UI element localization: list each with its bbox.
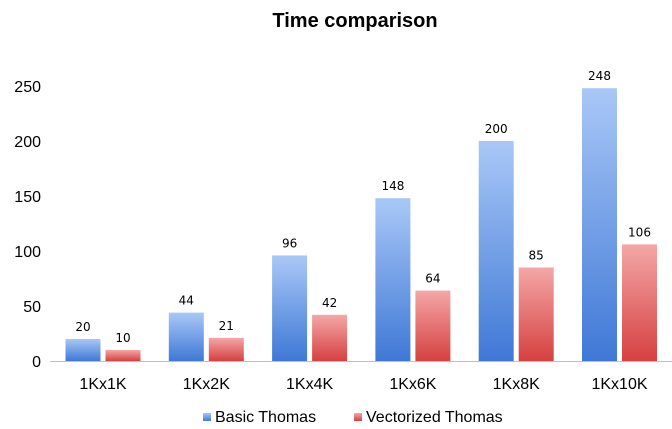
bar-vectorized-thomas [312,314,348,361]
bar-basic-thomas [65,339,101,361]
y-tick-label: 200 [14,134,41,151]
bar-vectorized-thomas [415,290,451,361]
data-label: 148 [381,179,404,193]
data-label: 200 [485,122,508,136]
x-axis: 1Kx1K 1Kx2K 1Kx4K 1Kx6K 1Kx8K 1Kx10K [50,361,672,393]
data-label: 10 [115,331,130,345]
y-axis: 0 50 100 150 200 250 [14,79,41,371]
y-tick-label: 50 [23,299,41,316]
y-tick-label: 0 [32,354,41,371]
bar-vectorized-thomas [622,244,657,361]
x-tick-label: 1Kx10K [591,376,647,393]
bar-basic-thomas [272,255,308,361]
data-label: 20 [75,320,90,334]
data-labels: 20 10 44 21 96 42 148 64 200 85 248 106 [75,69,651,345]
y-tick-label: 100 [14,244,41,261]
legend-swatch [354,413,362,421]
x-tick-label: 1Kx1K [79,376,126,393]
y-tick-label: 150 [14,189,41,206]
data-label: 21 [219,319,234,333]
x-tick-label: 1Kx4K [286,376,333,393]
data-label: 248 [588,69,611,83]
x-tick-label: 1Kx8K [493,376,540,393]
legend-label: Basic Thomas [215,409,316,426]
y-tick-label: 250 [14,79,41,96]
data-label: 106 [628,225,651,239]
data-label: 64 [425,272,440,286]
chart-title: Time comparison [272,10,437,32]
data-label: 96 [282,236,297,250]
bar-basic-thomas [168,312,204,361]
x-tick-label: 1Kx2K [183,376,230,393]
bar-vectorized-thomas [208,337,244,361]
bar-basic-thomas [478,141,514,361]
bar-vectorized-thomas [105,350,141,361]
bar-basic-thomas [582,88,617,361]
data-label: 42 [322,296,337,310]
bar-basic-thomas [375,198,411,361]
bars [65,88,657,361]
legend: Basic Thomas Vectorized Thomas [203,409,503,426]
data-label: 44 [179,294,194,308]
legend-label: Vectorized Thomas [366,409,503,426]
data-label: 85 [529,249,544,263]
bar-vectorized-thomas [518,267,554,361]
x-tick-label: 1Kx6K [389,376,436,393]
legend-swatch [203,413,211,421]
